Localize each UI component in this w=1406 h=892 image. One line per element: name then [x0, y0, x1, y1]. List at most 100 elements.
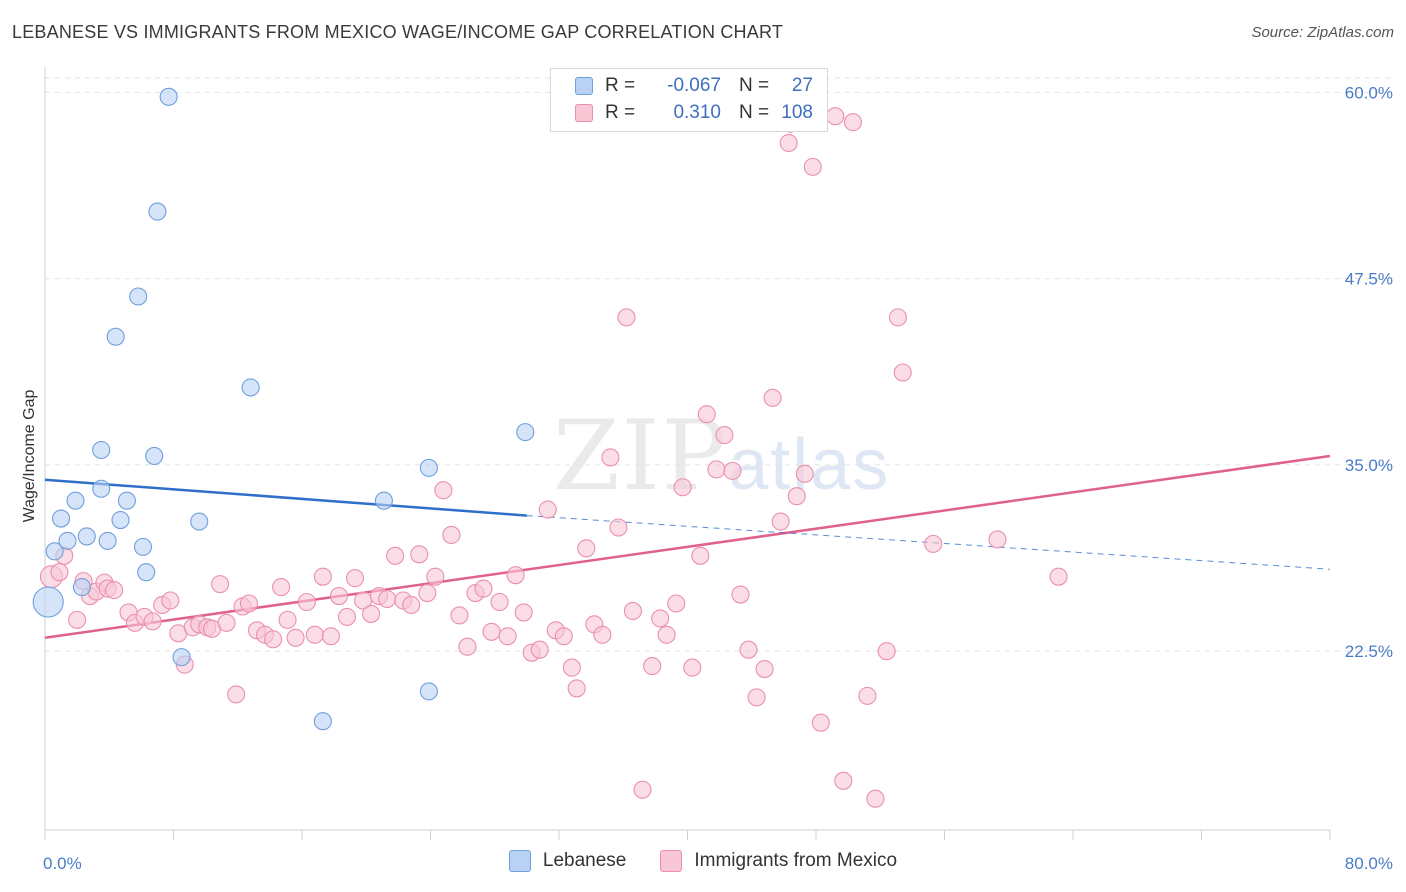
point-mexico [877, 642, 896, 661]
legend-label-mexico: Immigrants from Mexico [694, 850, 898, 871]
point-lebanese [148, 202, 167, 221]
point-mexico [577, 539, 596, 558]
legend-swatch-lebanese [575, 77, 593, 95]
x-tick-label: 80.0% [1345, 854, 1393, 873]
legend-r-value: -0.067 [667, 75, 721, 96]
point-mexico [643, 657, 662, 676]
point-mexico [482, 622, 501, 641]
point-mexico [286, 628, 305, 647]
y-tick-label: 22.5% [1345, 642, 1393, 661]
point-mexico [264, 630, 283, 649]
point-mexico [834, 771, 853, 790]
point-mexico [691, 546, 710, 565]
tick-labels: 22.5% 35.0% 47.5% 60.0% 0.0% 80.0% [43, 83, 1393, 873]
point-mexico [554, 627, 573, 646]
point-mexico [297, 592, 316, 612]
data-points [32, 87, 1068, 808]
legend-item-lebanese[interactable]: Lebanese [508, 850, 627, 872]
point-lebanese [98, 531, 117, 550]
point-mexico [795, 464, 814, 483]
point-mexico [410, 545, 429, 564]
trend-line-lebanese-extension [526, 515, 1331, 570]
chart-title: LEBANESE VS IMMIGRANTS FROM MEXICO WAGE/… [12, 22, 784, 42]
point-mexico [697, 405, 716, 424]
point-mexico [278, 610, 297, 629]
point-mexico [747, 688, 766, 707]
legend-r-value: 0.310 [673, 102, 721, 123]
point-lebanese [66, 491, 85, 510]
point-mexico [888, 308, 907, 327]
point-mexico [787, 487, 806, 506]
point-mexico [345, 569, 365, 588]
point-lebanese [241, 378, 260, 397]
point-mexico [272, 578, 291, 597]
point-lebanese [133, 537, 153, 556]
point-mexico [601, 448, 620, 467]
point-mexico [458, 637, 477, 656]
point-lebanese [129, 287, 148, 306]
point-mexico [623, 601, 642, 620]
point-mexico [227, 685, 246, 704]
point-lebanese [419, 682, 438, 701]
point-mexico [651, 609, 670, 628]
point-lebanese [516, 423, 535, 442]
point-lebanese [145, 446, 164, 466]
watermark: ZIPatlas [553, 400, 890, 512]
point-mexico [538, 500, 557, 519]
point-lebanese [92, 440, 111, 460]
point-mexico [673, 478, 692, 497]
point-lebanese [419, 458, 438, 477]
trend-lines [44, 454, 1331, 640]
y-axis-label: Wage/Income Gap [21, 390, 38, 523]
point-mexico [105, 581, 124, 600]
correlation-legend: R = -0.067 N = 27 R = 0.310 N = 108 [550, 68, 828, 132]
watermark-zip: ZIP [553, 400, 729, 512]
point-lebanese [111, 510, 130, 530]
point-mexico [593, 625, 612, 644]
point-mexico [321, 627, 340, 646]
point-lebanese [313, 712, 332, 731]
legend-r-label: R = [605, 102, 636, 123]
point-mexico [143, 612, 162, 631]
point-mexico [739, 640, 758, 659]
legend-n-value: 108 [781, 102, 813, 123]
trend-line-lebanese [44, 478, 527, 517]
legend-label-lebanese: Lebanese [542, 850, 627, 871]
legend-swatch-mexico [575, 104, 593, 122]
point-mexico [530, 640, 549, 659]
point-mexico [715, 426, 734, 445]
point-mexico [924, 534, 943, 553]
y-tick-label: 60.0% [1345, 83, 1393, 102]
point-mexico [217, 613, 236, 632]
point-lebanese [58, 531, 77, 550]
axes [44, 67, 1331, 840]
point-mexico [426, 567, 445, 586]
point-mexico [633, 780, 652, 799]
x-tick-label: 0.0% [43, 854, 82, 873]
point-mexico [858, 686, 877, 705]
point-lebanese [72, 578, 91, 597]
point-lebanese [159, 87, 178, 106]
point-mexico [609, 518, 628, 537]
point-lebanese [92, 479, 111, 498]
point-mexico [988, 530, 1007, 549]
legend-item-mexico[interactable]: Immigrants from Mexico [660, 850, 897, 872]
grid-lines [45, 77, 1392, 652]
point-mexico [450, 606, 469, 625]
point-mexico [498, 627, 517, 646]
legend-swatch-lebanese [508, 850, 531, 872]
point-mexico [305, 625, 324, 644]
point-mexico [893, 363, 912, 382]
point-mexico [434, 481, 453, 500]
point-lebanese [137, 563, 156, 582]
point-mexico [771, 512, 790, 531]
point-lebanese [374, 491, 393, 510]
point-mexico [418, 584, 437, 603]
point-mexico [617, 308, 636, 327]
point-mexico [386, 546, 405, 565]
point-mexico [657, 625, 676, 644]
point-mexico [567, 679, 586, 698]
point-mexico [843, 113, 862, 132]
point-mexico [803, 157, 822, 176]
